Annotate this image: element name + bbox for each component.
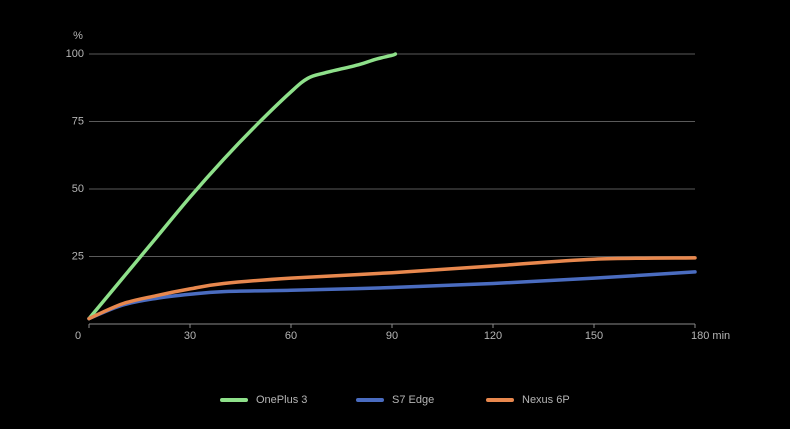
y-axis-label: % [73,30,83,42]
x-tick-label: 180 min [691,330,730,342]
x-tick-label: 150 [585,330,603,342]
y-tick-label: 75 [72,115,84,127]
x-tick-label: 90 [386,330,398,342]
series-line [87,52,398,321]
series-line [87,256,697,321]
x-tick-label: 60 [285,330,297,342]
legend-label: S7 Edge [392,394,434,406]
legend-label: Nexus 6P [522,394,570,406]
series-line [87,270,697,321]
legend-label: OnePlus 3 [256,394,307,406]
x-tick-label: 0 [75,330,81,342]
y-tick-label: 25 [72,250,84,262]
x-tick-label: 120 [484,330,502,342]
y-tick-label: 100 [66,48,84,60]
y-tick-label: 50 [72,183,84,195]
x-tick-label: 30 [184,330,196,342]
